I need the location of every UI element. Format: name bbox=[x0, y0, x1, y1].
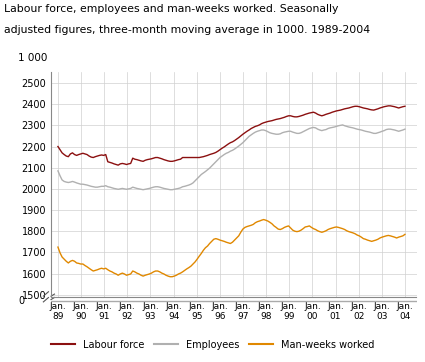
Text: 0: 0 bbox=[19, 296, 25, 306]
Employees bbox=[255, 129, 260, 134]
Man-weeks worked bbox=[167, 274, 173, 279]
Employees bbox=[340, 123, 345, 127]
Employees bbox=[261, 128, 266, 132]
Employees bbox=[176, 186, 181, 191]
Employees bbox=[402, 127, 408, 131]
Labour force bbox=[116, 163, 121, 167]
Man-weeks worked bbox=[336, 225, 341, 230]
Man-weeks worked bbox=[118, 272, 123, 276]
Man-weeks worked bbox=[255, 219, 260, 224]
Labour force bbox=[120, 161, 125, 166]
Employees bbox=[334, 124, 339, 129]
Man-weeks worked bbox=[402, 232, 408, 236]
Labour force bbox=[176, 157, 181, 162]
Line: Man-weeks worked: Man-weeks worked bbox=[58, 220, 405, 277]
Man-weeks worked bbox=[263, 218, 268, 222]
Labour force bbox=[157, 156, 162, 160]
Employees bbox=[157, 185, 162, 189]
Legend: Labour force, Employees, Man-weeks worked: Labour force, Employees, Man-weeks worke… bbox=[47, 336, 378, 354]
Employees bbox=[118, 187, 123, 191]
Labour force bbox=[255, 123, 260, 128]
Man-weeks worked bbox=[261, 218, 266, 222]
Employees bbox=[55, 169, 60, 173]
Man-weeks worked bbox=[155, 269, 160, 273]
Labour force bbox=[334, 109, 339, 113]
Man-weeks worked bbox=[55, 245, 60, 249]
Text: 1 000: 1 000 bbox=[18, 54, 48, 63]
Man-weeks worked bbox=[176, 272, 181, 276]
Line: Labour force: Labour force bbox=[58, 106, 405, 165]
Labour force bbox=[261, 121, 266, 125]
Labour force bbox=[402, 104, 408, 109]
Labour force bbox=[55, 144, 60, 149]
Employees bbox=[141, 188, 146, 192]
Line: Employees: Employees bbox=[58, 125, 405, 190]
Labour force bbox=[386, 104, 391, 108]
Text: Labour force, employees and man-weeks worked. Seasonally: Labour force, employees and man-weeks wo… bbox=[4, 4, 339, 14]
Text: adjusted figures, three-month moving average in 1000. 1989-2004: adjusted figures, three-month moving ave… bbox=[4, 25, 370, 35]
